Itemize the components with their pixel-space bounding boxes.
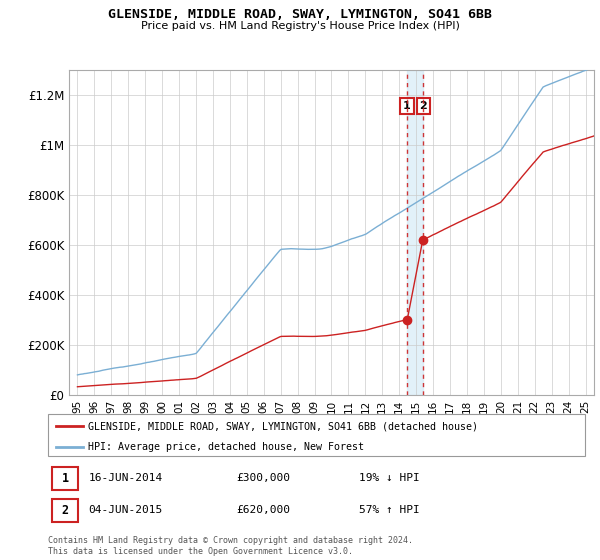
FancyBboxPatch shape xyxy=(48,414,585,456)
FancyBboxPatch shape xyxy=(52,466,78,489)
Text: £620,000: £620,000 xyxy=(236,505,290,515)
Text: GLENSIDE, MIDDLE ROAD, SWAY, LYMINGTON, SO41 6BB (detached house): GLENSIDE, MIDDLE ROAD, SWAY, LYMINGTON, … xyxy=(88,421,478,431)
Text: 57% ↑ HPI: 57% ↑ HPI xyxy=(359,505,420,515)
Text: 1: 1 xyxy=(403,101,411,111)
Text: GLENSIDE, MIDDLE ROAD, SWAY, LYMINGTON, SO41 6BB: GLENSIDE, MIDDLE ROAD, SWAY, LYMINGTON, … xyxy=(108,8,492,21)
Text: 2: 2 xyxy=(419,101,427,111)
Text: Contains HM Land Registry data © Crown copyright and database right 2024.
This d: Contains HM Land Registry data © Crown c… xyxy=(48,536,413,556)
Text: HPI: Average price, detached house, New Forest: HPI: Average price, detached house, New … xyxy=(88,442,364,452)
Text: 1: 1 xyxy=(62,472,69,484)
Text: 19% ↓ HPI: 19% ↓ HPI xyxy=(359,473,420,483)
Text: 16-JUN-2014: 16-JUN-2014 xyxy=(88,473,163,483)
Text: 04-JUN-2015: 04-JUN-2015 xyxy=(88,505,163,515)
Bar xyxy=(407,70,423,395)
Text: 2: 2 xyxy=(62,504,69,517)
FancyBboxPatch shape xyxy=(52,499,78,522)
Text: £300,000: £300,000 xyxy=(236,473,290,483)
Text: Price paid vs. HM Land Registry's House Price Index (HPI): Price paid vs. HM Land Registry's House … xyxy=(140,21,460,31)
